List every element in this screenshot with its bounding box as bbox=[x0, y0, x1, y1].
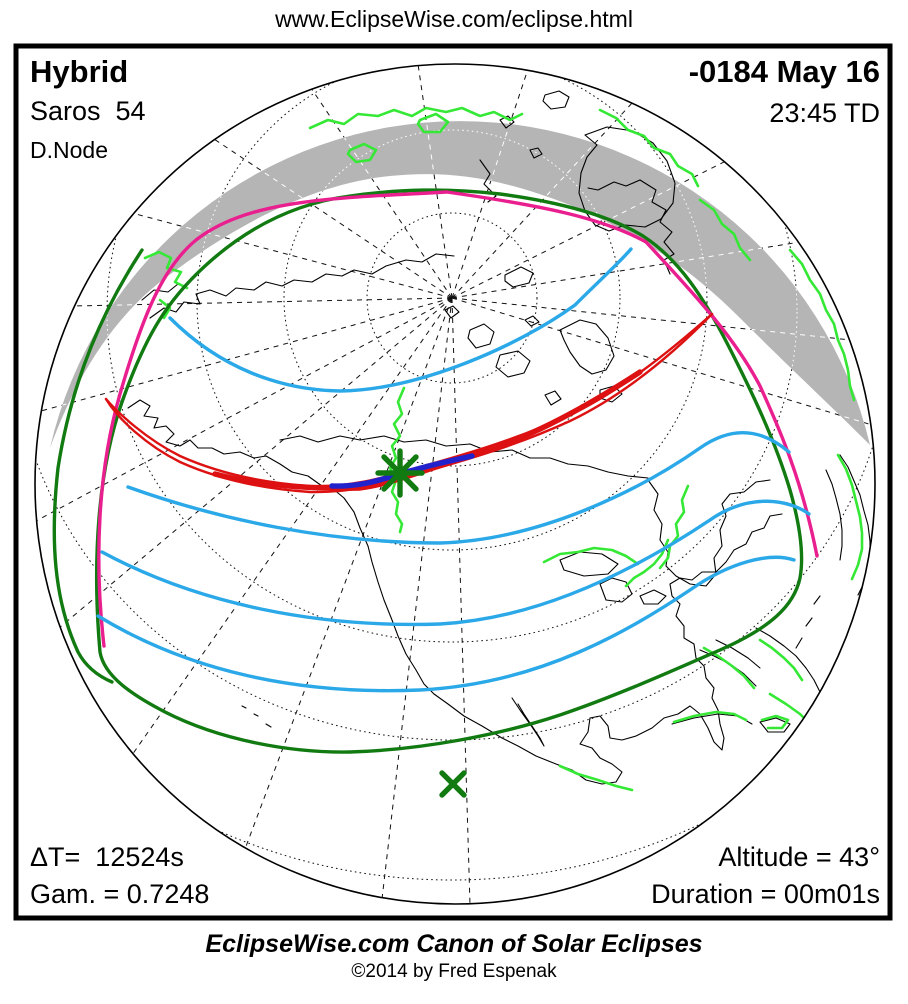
eclipse-type-label: Hybrid bbox=[30, 54, 129, 89]
altitude-label: Altitude = 43° bbox=[718, 842, 880, 872]
globe-limb bbox=[34, 63, 876, 905]
footer-title: EclipseWise.com Canon of Solar Eclipses bbox=[205, 930, 703, 958]
greatest-eclipse-marker bbox=[375, 448, 425, 498]
header-url: www.EclipseWise.com/eclipse.html bbox=[275, 6, 633, 32]
footer-copyright: ©2014 by Fred Espenak bbox=[351, 961, 557, 982]
delta-t-label: ΔT= 12524s bbox=[30, 842, 184, 872]
penumbral-limit-curves bbox=[52, 188, 804, 754]
rise-set-curve bbox=[97, 190, 819, 648]
subsolar-point-marker bbox=[439, 770, 467, 798]
duration-label: Duration = 00m01s bbox=[651, 879, 880, 909]
node-label: D.Node bbox=[30, 137, 108, 163]
eclipse-not-visible-region bbox=[50, 121, 870, 448]
eclipse-time-label: 23:45 TD bbox=[769, 98, 880, 128]
eclipse-date-label: -0184 May 16 bbox=[688, 54, 880, 89]
gamma-label: Gam. = 0.7248 bbox=[30, 879, 210, 909]
globe-disc bbox=[35, 64, 875, 904]
magnitude-lines bbox=[96, 247, 811, 693]
saros-label: Saros 54 bbox=[30, 96, 146, 126]
map-frame bbox=[13, 43, 893, 921]
